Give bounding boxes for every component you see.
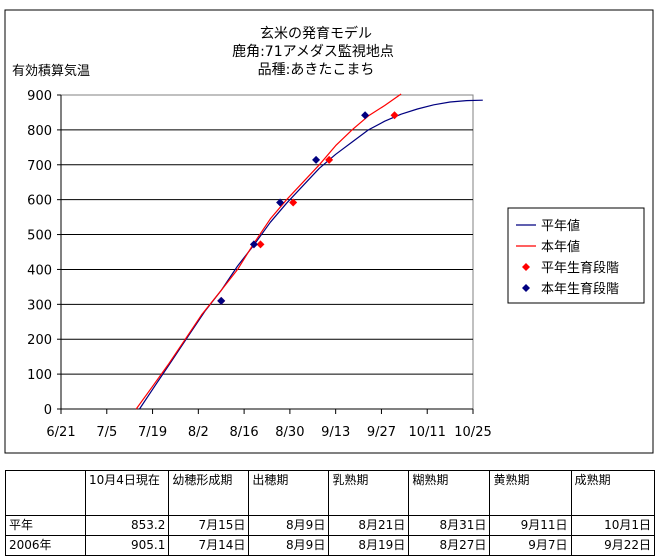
x-tick-label: 7/5 (96, 425, 117, 440)
y-tick-label: 700 (27, 159, 52, 174)
table-header-cell: 乳熟期 (328, 470, 410, 516)
table-header-cell: 糊熟期 (408, 470, 491, 516)
stage-table: 10月4日現在 幼穂形成期 出穂期 乳熟期 糊熟期 黄熟期 成熟期 平年 853… (5, 470, 656, 556)
table-header-cell: 出穂期 (248, 470, 330, 516)
plot-area (60, 94, 474, 410)
table-cell: 10月1日 (570, 515, 656, 536)
table-cell: 9月22日 (570, 535, 656, 556)
chart-title-line-3: 品種:あきたこまち (258, 62, 375, 78)
legend-marker-swatch (522, 284, 530, 292)
y-tick-label: 900 (27, 89, 52, 104)
legend-label: 本年生育段階 (541, 281, 619, 297)
table-header-cell: 幼穂形成期 (168, 470, 250, 516)
table-cell: 853.2 (84, 515, 170, 536)
table-cell: 2006年 (5, 535, 86, 556)
series-lines (135, 93, 483, 410)
x-tick-label: 10/25 (454, 425, 491, 440)
table-cell: 9月7日 (489, 535, 572, 556)
legend-label: 平年値 (541, 218, 580, 234)
data-point (217, 296, 226, 305)
table-row: 2006年 905.1 7月14日 8月9日 8月19日 8月27日 9月7日 … (5, 535, 656, 556)
data-point (289, 198, 298, 207)
x-tick-label: 8/30 (275, 425, 304, 440)
x-axis: 6/21 7/5 7/19 8/2 8/16 8/30 9/13 9/27 10/11 10/25 (46, 408, 492, 440)
x-tick-label: 9/13 (321, 425, 350, 440)
table-cell: 7月15日 (168, 515, 250, 536)
legend-marker-swatch (522, 263, 530, 271)
y-tick-label: 100 (27, 368, 52, 383)
table-cell: 9月11日 (489, 515, 572, 536)
series-markers (217, 111, 399, 305)
table-cell: 8月31日 (408, 515, 491, 536)
y-tick-label: 300 (27, 298, 52, 313)
table-cell: 平年 (5, 515, 86, 536)
y-tick-label: 0 (44, 403, 52, 418)
data-point (361, 111, 370, 120)
table-cell: 8月19日 (328, 535, 410, 556)
chart: 玄米の発育モデル 鹿角:71アメダス監視地点 品種:あきたこまち 有効積算気温 … (4, 9, 654, 454)
y-tick-label: 400 (27, 263, 52, 278)
y-tick-label: 800 (27, 124, 52, 139)
table-cell: 8月9日 (248, 535, 330, 556)
series-line (139, 99, 483, 410)
x-tick-label: 10/11 (408, 425, 445, 440)
y-tick-label: 600 (27, 194, 52, 209)
y-axis-label: 有効積算気温 (12, 63, 90, 79)
legend-label: 平年生育段階 (541, 260, 619, 276)
data-point (390, 111, 399, 120)
legend-label: 本年値 (541, 239, 580, 255)
table-header-cell (5, 470, 86, 516)
data-point (249, 240, 258, 249)
data-point (325, 155, 334, 164)
table-cell: 8月27日 (408, 535, 491, 556)
table-row: 平年 853.2 7月15日 8月9日 8月21日 8月31日 9月11日 10… (5, 515, 656, 536)
table-header-cell: 黄熟期 (489, 470, 572, 516)
chart-title-line-1: 玄米の発育モデル (260, 25, 372, 42)
table-header-cell: 10月4日現在 (84, 470, 170, 516)
x-tick-label: 6/21 (46, 425, 75, 440)
legend (507, 207, 645, 304)
table-cell: 8月9日 (248, 515, 330, 536)
table-header-cell: 成熟期 (570, 470, 656, 516)
table-header-row: 10月4日現在 幼穂形成期 出穂期 乳熟期 糊熟期 黄熟期 成熟期 (5, 470, 656, 516)
data-point (312, 155, 321, 164)
data-point (256, 240, 265, 249)
gridlines (61, 129, 473, 375)
data-point (276, 198, 285, 207)
table-cell: 8月21日 (328, 515, 410, 536)
y-tick-label: 200 (27, 333, 52, 348)
y-tick-label: 500 (27, 229, 52, 244)
x-tick-label: 7/19 (138, 425, 167, 440)
chart-title-line-2: 鹿角:71アメダス監視地点 (232, 43, 394, 60)
table-cell: 7月14日 (168, 535, 250, 556)
x-tick-label: 9/27 (367, 425, 396, 440)
x-tick-label: 8/16 (230, 425, 259, 440)
y-axis: 0 100 200 300 400 500 600 700 800 900 (27, 89, 62, 418)
table-cell: 905.1 (84, 535, 170, 556)
x-tick-label: 8/2 (188, 425, 209, 440)
series-line (135, 93, 402, 410)
